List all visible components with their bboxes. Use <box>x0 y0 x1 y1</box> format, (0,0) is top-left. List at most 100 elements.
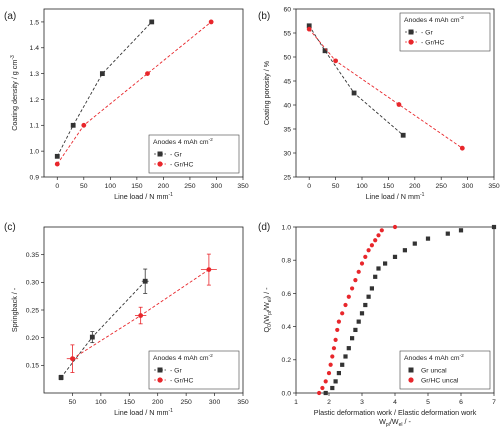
data-point <box>333 58 338 64</box>
x-tick-label: 50 <box>332 183 340 190</box>
data-point <box>208 19 214 25</box>
y-tick-label: 0.20 <box>26 335 39 342</box>
series-gr-uncal <box>323 224 497 396</box>
x-tick-label: 350 <box>488 183 500 190</box>
legend-label: - Gr <box>170 367 182 374</box>
x-tick-label: 7 <box>492 399 496 406</box>
data-point <box>351 90 357 96</box>
plot-frame <box>295 8 495 178</box>
data-point <box>402 248 407 253</box>
y-tick-label: 1.4 <box>30 45 40 52</box>
data-point <box>149 19 155 25</box>
data-point <box>70 122 76 128</box>
y-tick-label: 0.35 <box>26 252 39 259</box>
panel-label: (b) <box>258 11 270 22</box>
legend-marker <box>157 151 163 157</box>
y-tick-label: 1.3 <box>30 71 40 78</box>
data-point <box>369 243 374 248</box>
y-axis-label: Coating porosity / % <box>262 60 271 125</box>
y-tick-label: 25 <box>283 174 291 181</box>
y-tick-label: 40 <box>283 102 291 109</box>
series-gr-hc <box>306 26 465 151</box>
legend-box <box>399 12 491 52</box>
data-point <box>373 274 378 279</box>
data-point <box>145 71 150 77</box>
data-point <box>373 238 378 243</box>
data-point <box>336 319 341 324</box>
data-point <box>333 379 338 384</box>
y-tick-label: 1.5 <box>30 19 40 26</box>
x-tick-label: 150 <box>383 183 395 190</box>
legend-marker <box>157 367 163 373</box>
chart-panel-4: (d) 1 2 3 4 5 6 7 0.0 0.2 0.4 0.6 0.8 1.0 Plastic defo… <box>258 222 496 428</box>
x-axis-label: Line load / N mm-1 <box>366 192 425 201</box>
y-tick-label: 35 <box>283 126 291 133</box>
legend-marker <box>408 377 414 383</box>
data-point <box>376 266 381 271</box>
legend: Anodes 4 mAh cm-2 Gr uncal Gr/HC uncal <box>399 350 491 390</box>
data-point <box>350 336 355 341</box>
data-point <box>392 254 398 259</box>
data-point <box>335 327 340 333</box>
data-point <box>346 346 351 351</box>
y-tick-label: 0.6 <box>282 291 292 298</box>
y-axis-label: Q0(Wpl/Wel) / - <box>262 287 273 333</box>
data-point <box>320 385 325 391</box>
x-tick-label: 250 <box>436 183 448 190</box>
data-point <box>356 269 361 274</box>
chart-panel-1: (a) 0 50 100 150 200 250 300 350 0.9 1.0 1.1 1.2 1.3 1… <box>4 8 249 201</box>
data-point <box>58 375 64 380</box>
data-point <box>54 153 60 159</box>
y-tick-label: 0.4 <box>282 324 292 331</box>
data-point <box>376 233 381 238</box>
data-point <box>326 370 332 376</box>
x-tick-label: 150 <box>124 399 136 406</box>
data-point <box>359 261 365 266</box>
y-tick-label: 1.0 <box>282 224 292 231</box>
data-point <box>317 390 322 396</box>
data-point <box>383 261 388 266</box>
data-point <box>330 354 335 359</box>
y-tick-label: 0.9 <box>30 174 40 181</box>
x-axis-label: Line load / N mm-1 <box>114 408 173 417</box>
y-tick-label: 1.2 <box>30 97 40 104</box>
data-point <box>346 294 351 299</box>
panel-label: (a) <box>4 11 16 22</box>
data-point <box>99 71 105 77</box>
data-point <box>392 224 398 230</box>
legend-marker <box>157 161 163 167</box>
x-tick-label: 300 <box>211 183 223 190</box>
x-tick-label: 300 <box>209 399 221 406</box>
legend-label: - Gr/HC <box>170 161 193 168</box>
legend-marker <box>408 367 414 373</box>
series-gr <box>306 23 406 138</box>
data-point <box>363 302 368 308</box>
x-axis-label: Plastic deformation work / Elastic defor… <box>314 408 477 417</box>
x-tick-label: 1 <box>294 399 298 406</box>
legend-label: - Gr/HC <box>170 377 193 384</box>
x-tick-label: 100 <box>356 183 368 190</box>
data-point <box>206 267 212 273</box>
x-tick-label: 50 <box>69 399 77 406</box>
x-tick-label: 200 <box>152 399 164 406</box>
y-tick-label: 45 <box>283 78 291 85</box>
x-tick-label: 5 <box>426 399 430 406</box>
series-line <box>308 25 404 136</box>
data-point <box>425 236 431 241</box>
data-point <box>340 362 345 367</box>
data-point <box>331 346 337 351</box>
data-point <box>369 286 374 291</box>
x-tick-label: 3 <box>360 399 364 406</box>
x-tick-label: 350 <box>237 183 249 190</box>
legend-label: - Gr/HC <box>421 39 444 46</box>
y-tick-label: 55 <box>283 30 291 37</box>
data-point <box>54 161 60 167</box>
y-axis-label: Coating density / g cm-3 <box>10 55 19 131</box>
data-point <box>330 385 335 391</box>
series-gr <box>58 268 149 381</box>
x-axis-label-2: Wpl/Wel / - <box>379 417 411 428</box>
series-gr-hc <box>54 19 214 167</box>
data-point <box>366 248 371 253</box>
legend-marker <box>408 39 414 45</box>
data-point <box>366 294 371 299</box>
